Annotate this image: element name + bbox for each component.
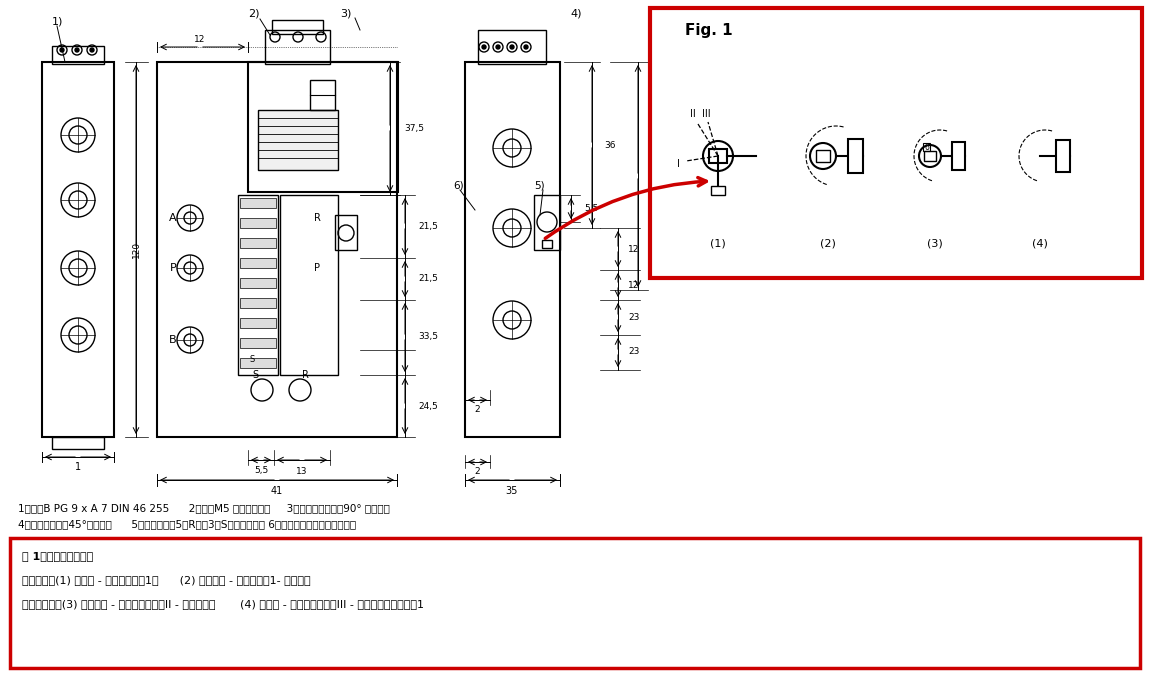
Text: 36: 36 [604,141,615,150]
Text: 35: 35 [506,486,519,496]
Text: B: B [169,335,177,345]
Bar [240,298,276,308]
Bar [52,46,104,64]
Bar [542,240,552,248]
Text: 5,5: 5,5 [254,466,268,475]
Text: 24,5: 24,5 [417,401,438,411]
Text: 6): 6) [453,180,463,190]
Bar [923,143,930,151]
Text: 4）线圈可以间陉45°进行安装      5）用于排气口5（R）和3（S）的节流螺钉 6）手动控制装置和位置显示器: 4）线圈可以间陉45°进行安装 5）用于排气口5（R）和3（S）的节流螺钉 6）… [18,519,356,529]
Bar [711,186,724,195]
Bar [240,238,276,248]
Bar [478,30,546,64]
Circle shape [496,45,500,49]
Bar [848,139,862,173]
Text: 13: 13 [297,466,308,475]
Text: 1: 1 [75,462,80,472]
Circle shape [60,48,64,52]
Text: 1）插头B PG 9 x A 7 DIN 46 255      2）拆下M5 内耗纹盖以后     3）电控插头可间陉90° 进行固定: 1）插头B PG 9 x A 7 DIN 46 255 2）拆下M5 内耗纹盖以… [18,503,390,513]
Text: Fig. 1: Fig. 1 [685,22,733,37]
Text: 23: 23 [628,313,639,322]
Text: R: R [301,370,308,380]
Circle shape [509,45,514,49]
Text: S: S [252,370,258,380]
Text: P: P [314,263,320,273]
Text: 4): 4) [570,9,582,19]
Text: 21,5: 21,5 [417,222,438,231]
Text: (1): (1) [711,238,726,248]
Bar [240,218,276,228]
Bar [258,110,338,170]
Text: 1): 1) [52,17,63,27]
Bar [816,150,830,162]
Text: (2): (2) [820,238,836,248]
Bar [264,30,330,64]
Bar [240,198,276,208]
Bar [248,62,398,192]
Bar [1056,140,1070,172]
Text: 12: 12 [628,245,639,254]
Bar [279,195,338,375]
Bar [465,62,560,437]
Text: 用工具操作：(3) 不带棘父 - 移去扇形片直到II - 用工具推；       (4) 带棘父 - 移去扇形片直到III - 用工具推并转至位置1: 用工具操作：(3) 不带棘父 - 移去扇形片直到II - 用工具推； (4) 带… [22,599,424,609]
Bar [310,80,335,110]
Bar [52,437,104,449]
Bar [158,62,397,437]
Bar [534,195,560,250]
Circle shape [524,45,528,49]
Circle shape [90,48,94,52]
Text: (4): (4) [1032,238,1048,248]
Bar [43,62,114,437]
Text: 21,5: 21,5 [417,275,438,284]
Bar [710,149,727,163]
Bar [335,215,356,250]
Text: P: P [170,263,176,273]
Text: I: I [676,159,680,169]
Text: 5,5: 5,5 [584,203,598,212]
Text: 37,5: 37,5 [650,171,670,180]
Text: 5): 5) [534,180,545,190]
Text: 12: 12 [628,280,639,290]
Text: R: R [314,213,321,223]
Bar [240,338,276,348]
Bar [238,195,278,375]
Text: 37,5: 37,5 [404,124,424,133]
Text: 120: 120 [131,241,140,258]
Bar [952,142,965,170]
Bar [10,538,1140,668]
Bar [273,20,323,34]
Bar [240,258,276,268]
Circle shape [482,45,486,49]
Text: 2: 2 [474,405,480,415]
Text: 41: 41 [271,486,283,496]
Text: 图 1：手动控制装置：: 图 1：手动控制装置： [22,551,93,561]
Bar [650,8,1142,278]
Text: 12: 12 [194,35,206,44]
Text: S: S [250,356,254,364]
Text: 2: 2 [474,468,480,477]
Text: II  III: II III [690,109,711,119]
Text: 33,5: 33,5 [417,333,438,341]
Text: (3): (3) [927,238,943,248]
Text: A: A [169,213,177,223]
Bar [240,278,276,288]
Text: 6: 6 [925,143,929,152]
Bar [240,318,276,328]
Text: 手动操作：(1) 带棘父 - 推并转至位置1。      (2) 不带棘父 - 移去扇形片1- 只需推；: 手动操作：(1) 带棘父 - 推并转至位置1。 (2) 不带棘父 - 移去扇形片… [22,575,310,585]
Circle shape [75,48,79,52]
Bar [240,358,276,368]
Bar [923,151,936,161]
Text: 2): 2) [248,9,260,19]
Text: 3): 3) [340,9,352,19]
Text: 23: 23 [628,347,639,356]
